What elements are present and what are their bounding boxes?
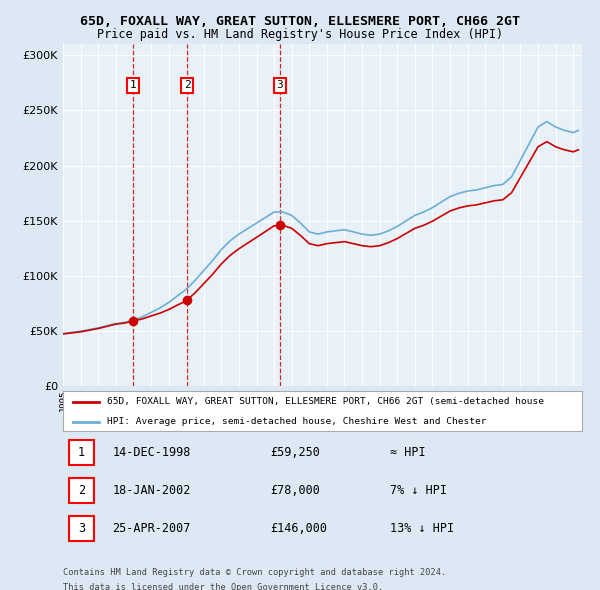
- Text: 2: 2: [184, 80, 190, 90]
- Text: 65D, FOXALL WAY, GREAT SUTTON, ELLESMERE PORT, CH66 2GT: 65D, FOXALL WAY, GREAT SUTTON, ELLESMERE…: [80, 15, 520, 28]
- Text: 13% ↓ HPI: 13% ↓ HPI: [390, 522, 454, 535]
- Text: 3: 3: [277, 80, 283, 90]
- Point: [128, 316, 137, 326]
- Text: 25-APR-2007: 25-APR-2007: [112, 522, 191, 535]
- Text: 1: 1: [129, 80, 136, 90]
- Text: £59,250: £59,250: [271, 446, 320, 459]
- Text: 65D, FOXALL WAY, GREAT SUTTON, ELLESMERE PORT, CH66 2GT (semi-detached house: 65D, FOXALL WAY, GREAT SUTTON, ELLESMERE…: [107, 397, 544, 407]
- Text: HPI: Average price, semi-detached house, Cheshire West and Chester: HPI: Average price, semi-detached house,…: [107, 417, 487, 427]
- Text: 14-DEC-1998: 14-DEC-1998: [112, 446, 191, 459]
- Text: 1: 1: [78, 446, 85, 459]
- Text: Price paid vs. HM Land Registry's House Price Index (HPI): Price paid vs. HM Land Registry's House …: [97, 28, 503, 41]
- Text: 7% ↓ HPI: 7% ↓ HPI: [390, 484, 447, 497]
- Text: This data is licensed under the Open Government Licence v3.0.: This data is licensed under the Open Gov…: [63, 584, 383, 590]
- FancyBboxPatch shape: [69, 516, 94, 542]
- Text: £146,000: £146,000: [271, 522, 328, 535]
- Text: 3: 3: [78, 522, 85, 535]
- Text: 2: 2: [78, 484, 85, 497]
- Text: 18-JAN-2002: 18-JAN-2002: [112, 484, 191, 497]
- Text: Contains HM Land Registry data © Crown copyright and database right 2024.: Contains HM Land Registry data © Crown c…: [63, 569, 446, 578]
- Text: £78,000: £78,000: [271, 484, 320, 497]
- Point: [182, 296, 192, 305]
- FancyBboxPatch shape: [69, 478, 94, 503]
- Text: ≈ HPI: ≈ HPI: [390, 446, 425, 459]
- FancyBboxPatch shape: [69, 440, 94, 466]
- Point: [275, 221, 284, 230]
